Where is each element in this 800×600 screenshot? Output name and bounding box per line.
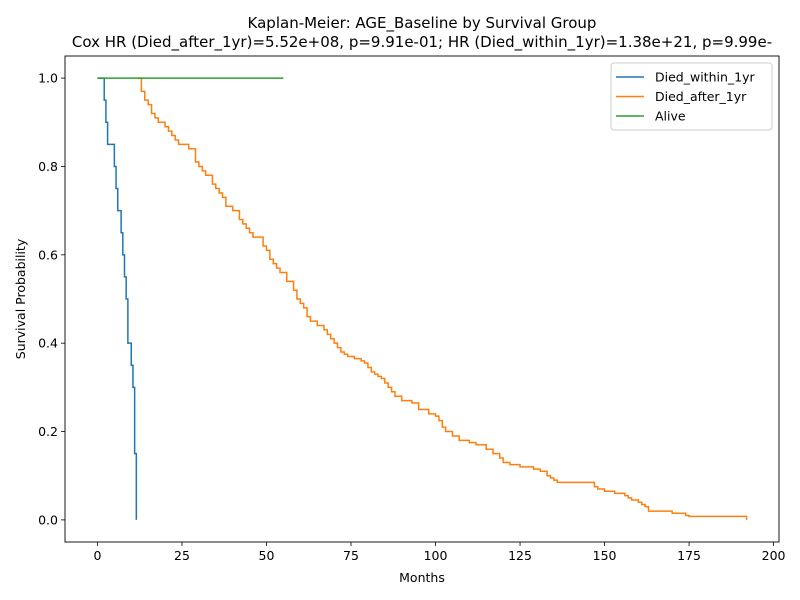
x-tick-label: 25 — [174, 548, 190, 563]
legend-label: Died_within_1yr — [655, 70, 755, 85]
legend-label: Died_after_1yr — [655, 89, 747, 104]
legend: Died_within_1yr Died_after_1yr Alive — [610, 62, 773, 131]
x-tick-label: 75 — [343, 548, 359, 563]
x-tick-label: 50 — [259, 548, 275, 563]
y-tick-label: 0.0 — [38, 512, 58, 527]
series-layer — [97, 77, 748, 520]
y-tick-label: 0.6 — [38, 247, 58, 262]
series-line-died-after-1yr — [138, 77, 748, 520]
ticks-layer: 0 25 50 75 100 125 150 175 200 0.0 0.2 0.4 0.6 0.8 1.0 — [38, 71, 785, 563]
x-tick-label: 175 — [677, 548, 701, 563]
series-line-died-within-1yr — [97, 77, 138, 520]
y-tick-label: 0.8 — [38, 159, 58, 174]
legend-box — [610, 62, 773, 131]
x-tick-label: 200 — [762, 548, 786, 563]
x-tick-label: 125 — [508, 548, 532, 563]
y-axis-label: Survival Probability — [13, 238, 28, 359]
y-tick-label: 1.0 — [38, 71, 58, 86]
legend-label: Alive — [655, 109, 686, 124]
x-tick-label: 0 — [93, 548, 101, 563]
plot-frame — [64, 55, 780, 543]
x-axis-label: Months — [399, 570, 445, 585]
x-tick-label: 150 — [593, 548, 617, 563]
x-tick-label: 100 — [424, 548, 448, 563]
y-tick-label: 0.4 — [38, 336, 58, 351]
chart-subtitle: Cox HR (Died_after_1yr)=5.52e+08, p=9.91… — [72, 33, 772, 52]
chart-title: Kaplan-Meier: AGE_Baseline by Survival G… — [248, 14, 597, 33]
y-tick-label: 0.2 — [38, 424, 58, 439]
